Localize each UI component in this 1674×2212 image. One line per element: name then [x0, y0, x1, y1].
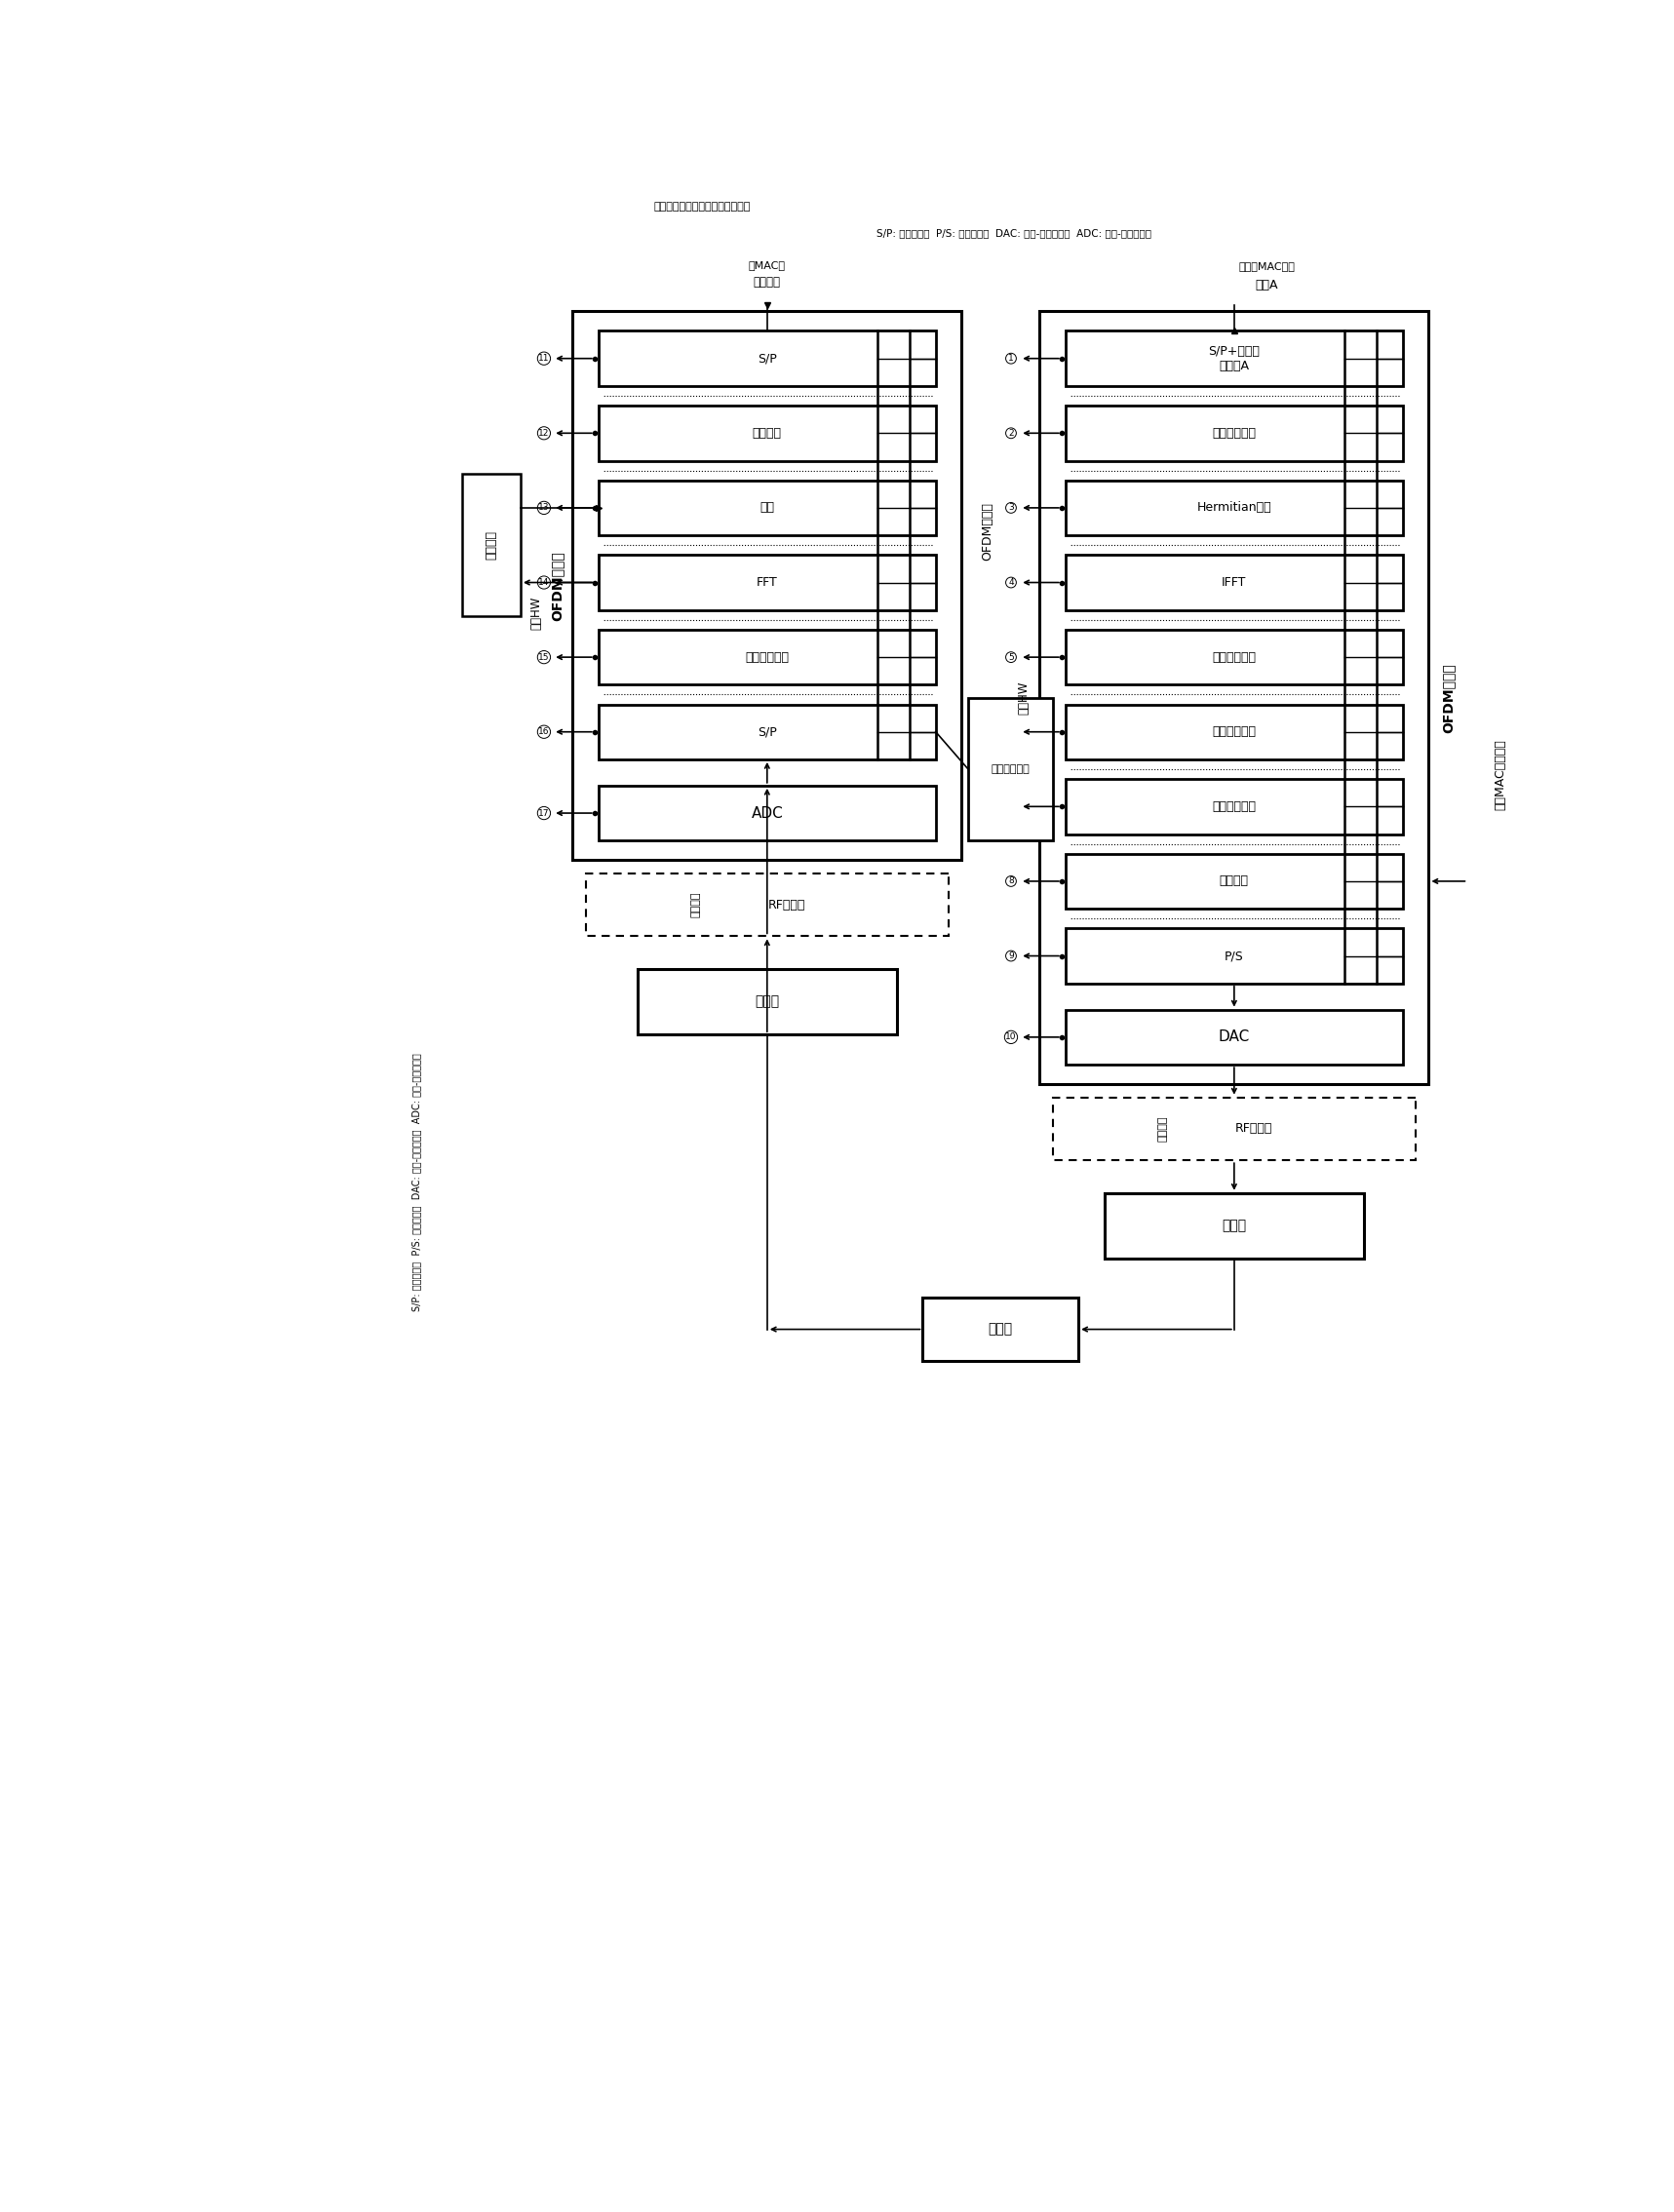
Text: 上行传输（发射器中的码元对准）: 上行传输（发射器中的码元对准） [655, 201, 750, 212]
Bar [599, 332, 936, 385]
Text: 11: 11 [539, 354, 549, 363]
Text: RF滤波器: RF滤波器 [1235, 1121, 1272, 1135]
Bar [599, 703, 936, 759]
Text: S/P: S/P [757, 352, 777, 365]
Bar [1066, 854, 1403, 909]
Text: 4: 4 [1008, 577, 1014, 586]
Text: 来自MAC层的控制: 来自MAC层的控制 [1493, 739, 1507, 810]
Bar [1066, 555, 1403, 611]
Text: OFDM接收器: OFDM接收器 [551, 551, 564, 622]
Text: （来自MAC层）: （来自MAC层） [1239, 261, 1294, 272]
Bar [599, 555, 936, 611]
Bar [638, 969, 897, 1035]
Bar [1105, 1192, 1364, 1259]
Text: 并行加密编码: 并行加密编码 [1212, 726, 1256, 739]
Bar [599, 480, 936, 535]
Text: OFDM发射器: OFDM发射器 [1441, 664, 1455, 732]
Text: 到MAC层: 到MAC层 [748, 261, 785, 270]
Text: 码元偏移检测: 码元偏移检测 [991, 765, 1030, 774]
Bar [1053, 1097, 1416, 1161]
Text: 9: 9 [1008, 951, 1014, 960]
Bar [1066, 480, 1403, 535]
Text: 电到光: 电到光 [1222, 1219, 1247, 1232]
Text: 6: 6 [1008, 728, 1014, 737]
Text: 数字HW: 数字HW [531, 597, 542, 630]
Bar [922, 1298, 1078, 1360]
Bar [599, 405, 936, 460]
Text: 7: 7 [1008, 803, 1014, 812]
Bar [1066, 929, 1403, 984]
Text: DAC: DAC [1219, 1031, 1250, 1044]
Text: 3: 3 [1008, 504, 1014, 513]
Text: 14: 14 [539, 577, 549, 586]
Bar [599, 630, 936, 686]
Bar [1066, 1009, 1403, 1064]
Bar [1066, 405, 1403, 460]
Text: 2: 2 [1008, 429, 1014, 438]
Text: Hermitian对称: Hermitian对称 [1197, 502, 1272, 513]
Text: 幸比特编码器: 幸比特编码器 [1212, 427, 1256, 440]
Text: 8: 8 [1008, 876, 1014, 885]
Text: S/P: S/P [757, 726, 777, 739]
Bar [462, 473, 521, 617]
Bar [1066, 779, 1403, 834]
Text: S/P: 串行到并行  P/S: 并行到串行  DAC: 数字-模拟转换器  ADC: 模拟-数字转换器: S/P: 串行到并行 P/S: 并行到串行 DAC: 数字-模拟转换器 ADC:… [412, 1053, 422, 1312]
Text: 光网络: 光网络 [988, 1323, 1013, 1336]
Bar [1066, 332, 1403, 385]
Text: 选择性的: 选择性的 [691, 891, 701, 918]
Bar [1066, 630, 1403, 686]
Text: ADC: ADC [752, 805, 783, 821]
Text: S/P+幸比特
编码器A: S/P+幸比特 编码器A [1209, 345, 1261, 372]
Text: 16: 16 [539, 728, 549, 737]
Bar [1066, 703, 1403, 759]
Text: 15: 15 [539, 653, 549, 661]
Text: 信道估计: 信道估计 [485, 531, 497, 560]
Bar [586, 874, 949, 936]
Text: 光到电: 光到电 [755, 995, 780, 1009]
Text: P/S: P/S [1224, 949, 1244, 962]
Text: 1: 1 [1008, 354, 1014, 363]
Text: 选择性的: 选择性的 [1158, 1115, 1168, 1141]
Text: OFDM接收器: OFDM接收器 [981, 502, 994, 560]
Text: 串并转换: 串并转换 [1220, 876, 1249, 887]
Text: RF滤波器: RF滤波器 [768, 898, 805, 911]
Bar [1040, 312, 1428, 1084]
Text: 12: 12 [539, 429, 549, 438]
Bar [573, 312, 961, 860]
Text: 并行解码: 并行解码 [753, 427, 782, 440]
Text: 5: 5 [1008, 653, 1014, 661]
Text: 10: 10 [1006, 1033, 1016, 1042]
Text: 添加循环前缀: 添加循环前缀 [1212, 650, 1256, 664]
Text: 并行时间同步: 并行时间同步 [745, 650, 788, 664]
Text: 17: 17 [539, 810, 549, 818]
Text: 输出数据: 输出数据 [753, 276, 780, 288]
Text: 均化: 均化 [760, 502, 775, 513]
Text: 并行扭曲补偿: 并行扭曲补偿 [1212, 801, 1256, 812]
Bar [968, 697, 1053, 841]
Text: 13: 13 [539, 504, 549, 513]
Text: IFFT: IFFT [1222, 575, 1247, 588]
Bar [599, 785, 936, 841]
Text: 数字HW: 数字HW [1018, 681, 1030, 714]
Text: FFT: FFT [757, 575, 778, 588]
Text: S/P: 串行到并行  P/S: 并行到串行  DAC: 数字-模拟转换器  ADC: 模拟-数字转换器: S/P: 串行到并行 P/S: 并行到串行 DAC: 数字-模拟转换器 ADC:… [876, 228, 1152, 237]
Text: 数据A: 数据A [1256, 279, 1277, 292]
